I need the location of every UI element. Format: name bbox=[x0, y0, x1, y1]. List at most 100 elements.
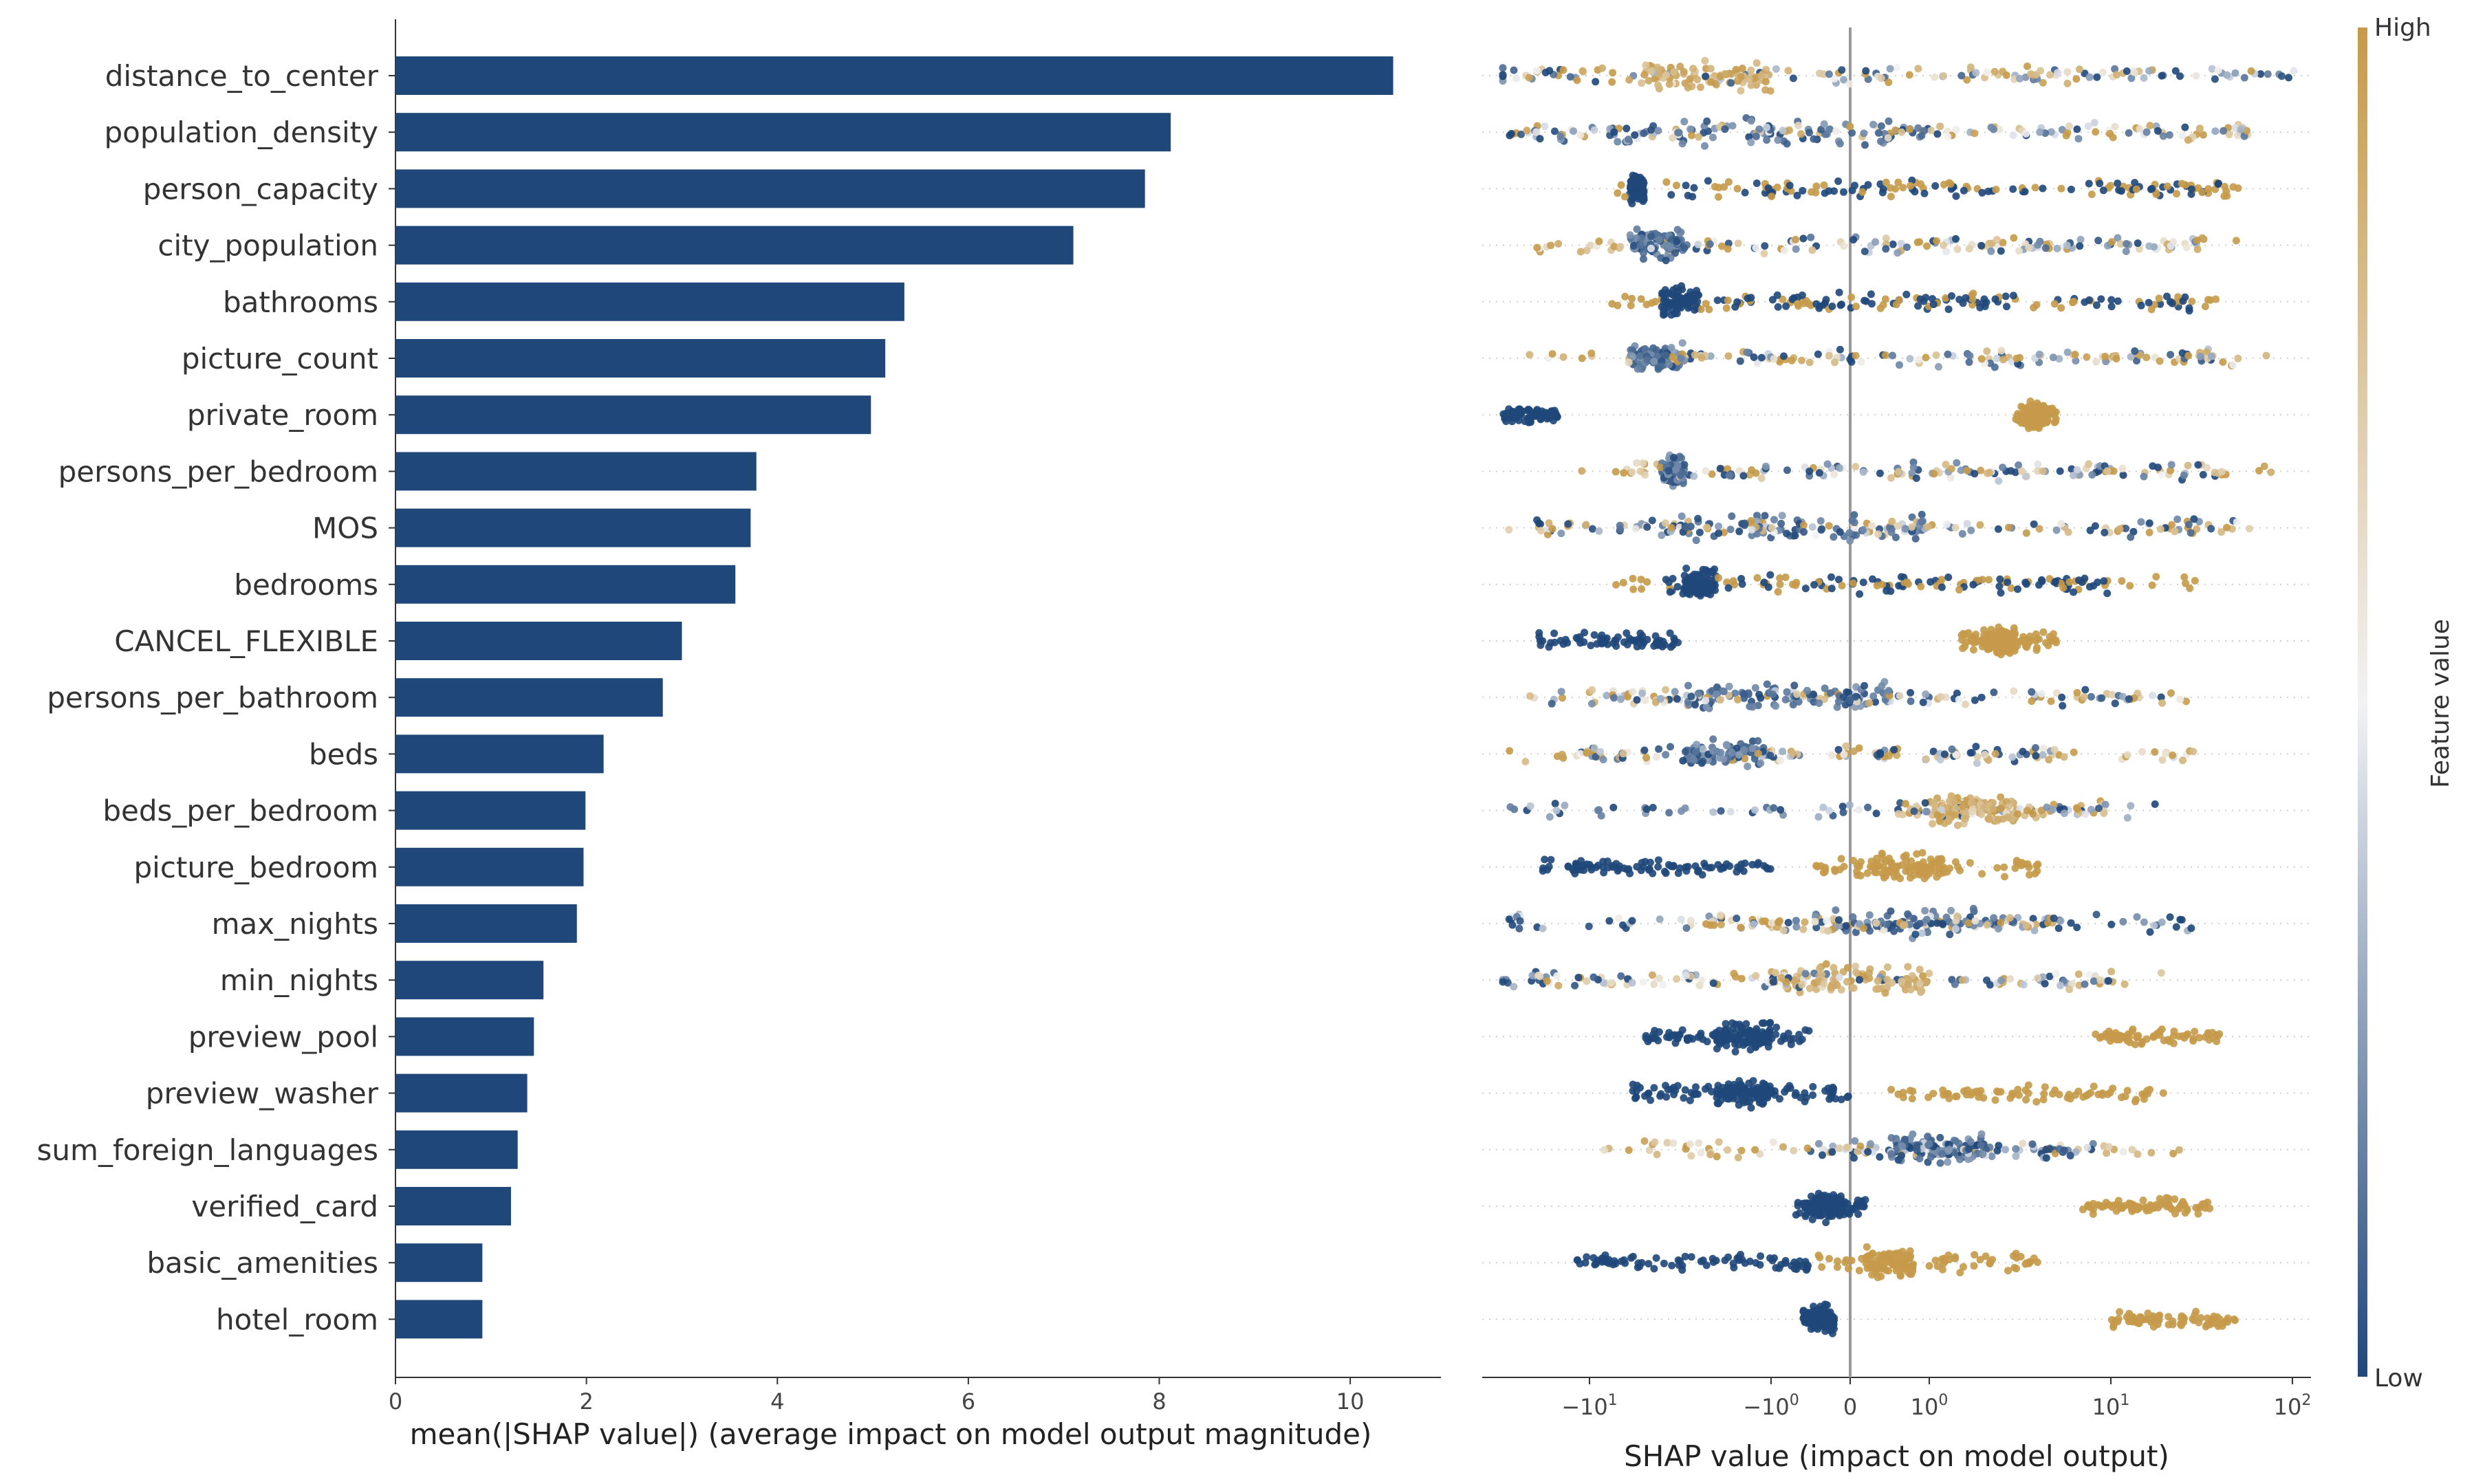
swarm-point bbox=[1776, 1095, 1783, 1103]
swarm-point bbox=[1629, 1080, 1637, 1089]
swarm-point bbox=[2004, 814, 2012, 821]
swarm-point bbox=[2183, 1205, 2191, 1212]
swarm-point bbox=[1880, 926, 1888, 934]
swarm-point bbox=[1724, 245, 1732, 253]
swarm-point bbox=[1667, 743, 1674, 751]
bar-picture_count bbox=[395, 339, 886, 378]
swarm-point bbox=[1637, 576, 1645, 584]
swarm-point bbox=[2066, 1151, 2074, 1159]
swarm-point bbox=[1607, 979, 1615, 987]
swarm-point bbox=[1639, 249, 1647, 257]
bar-city_population bbox=[395, 226, 1074, 265]
swarm-point bbox=[1994, 816, 2002, 824]
swarm-point bbox=[2081, 980, 2089, 988]
swarm-point bbox=[1724, 178, 1733, 186]
swarm-point bbox=[1799, 234, 1808, 243]
swarm-point bbox=[1687, 1152, 1695, 1160]
swarm-point bbox=[1883, 963, 1891, 971]
swarm-point bbox=[1921, 906, 1929, 915]
swarm-point bbox=[1571, 869, 1579, 877]
swarm-point bbox=[2101, 529, 2109, 536]
swarm-point bbox=[1914, 124, 1922, 132]
swarm-point bbox=[1840, 188, 1847, 196]
swarm-point bbox=[1626, 231, 1634, 239]
swarm-point bbox=[2000, 863, 2008, 871]
swarm-point bbox=[1836, 345, 1844, 353]
swarm-point bbox=[1838, 66, 1846, 74]
swarm-point bbox=[1600, 1146, 1608, 1154]
swarm-point bbox=[1849, 984, 1858, 992]
swarm-point bbox=[1761, 462, 1770, 470]
swarm-point bbox=[1914, 302, 1922, 310]
swarm-point bbox=[1667, 344, 1675, 351]
swarm-point bbox=[2006, 975, 2015, 983]
swarm-point bbox=[1801, 585, 1810, 593]
swarm-point bbox=[1958, 976, 1966, 984]
swarm-point bbox=[2117, 187, 2125, 195]
swarm-point bbox=[1717, 921, 1725, 928]
swarm-point bbox=[1906, 355, 1914, 363]
swarm-point bbox=[1814, 813, 1823, 821]
swarm-point bbox=[2022, 129, 2030, 138]
swarm-point bbox=[1931, 182, 1940, 190]
swarm-point bbox=[2035, 635, 2043, 643]
swarm-point bbox=[2032, 752, 2040, 760]
swarm-point bbox=[1904, 963, 1912, 971]
swarm-point bbox=[1891, 185, 1900, 193]
swarm-point bbox=[1849, 579, 1857, 587]
swarm-point bbox=[2173, 515, 2182, 523]
swarm-point bbox=[1977, 1130, 1986, 1138]
feature-label-picture_count: picture_count bbox=[182, 342, 378, 375]
swarm-point bbox=[2163, 292, 2171, 301]
swarm-point bbox=[2127, 353, 2135, 361]
swarm-point bbox=[2156, 1194, 2164, 1203]
swarm-point bbox=[1713, 296, 1722, 305]
swarm-point bbox=[1588, 686, 1596, 694]
swarm-point bbox=[1795, 1209, 1803, 1217]
swarm-point bbox=[2153, 127, 2162, 135]
bar-MOS bbox=[395, 508, 751, 547]
swarm-point bbox=[1890, 927, 1898, 935]
swarm-point bbox=[1639, 459, 1647, 467]
swarm-point bbox=[1749, 1077, 1757, 1085]
swarm-point bbox=[1526, 692, 1534, 700]
swarm-point bbox=[1588, 699, 1596, 708]
swarm-point bbox=[1676, 63, 1684, 71]
swarm-point bbox=[1724, 296, 1732, 305]
swarm-point bbox=[1830, 1207, 1838, 1214]
swarm-point bbox=[1521, 758, 1530, 765]
swarm-point bbox=[1713, 1099, 1722, 1107]
swarm-point bbox=[1737, 924, 1745, 932]
swarm-point bbox=[2034, 974, 2042, 982]
swarm-row-beds bbox=[1506, 735, 2198, 770]
swarm-point bbox=[1921, 869, 1929, 876]
swarm-point bbox=[1852, 968, 1860, 976]
swarm-point bbox=[2137, 518, 2145, 526]
swarm-point bbox=[1696, 1032, 1704, 1040]
swarm-point bbox=[1949, 797, 1957, 805]
swarm-point bbox=[1876, 304, 1885, 312]
swarm-point bbox=[1803, 686, 1811, 695]
swarm-point bbox=[2085, 179, 2093, 188]
swarm-point bbox=[1727, 79, 1735, 87]
swarm-point bbox=[1867, 290, 1875, 298]
swarm-point bbox=[2161, 1199, 2169, 1208]
swarm-point bbox=[1680, 118, 1689, 126]
swarm-point bbox=[1550, 629, 1559, 637]
swarm-point bbox=[1884, 134, 1892, 142]
swarm-point bbox=[1916, 980, 1924, 988]
swarm-point bbox=[1940, 241, 1948, 250]
swarm-point bbox=[2059, 701, 2067, 710]
swarm-point bbox=[1545, 519, 1553, 527]
swarm-point bbox=[1946, 474, 1955, 482]
swarm-point bbox=[1946, 930, 1954, 939]
swarm-point bbox=[1945, 1146, 1953, 1154]
swarm-point bbox=[1966, 351, 1974, 360]
swarm-point bbox=[2134, 1150, 2142, 1158]
swarm-point bbox=[1846, 356, 1854, 363]
swarm-point bbox=[2092, 910, 2101, 919]
swarm-point bbox=[1924, 928, 1931, 937]
swarm-point bbox=[1709, 735, 1717, 743]
swarm-point bbox=[1703, 1038, 1711, 1046]
swarm-point bbox=[2065, 578, 2074, 586]
